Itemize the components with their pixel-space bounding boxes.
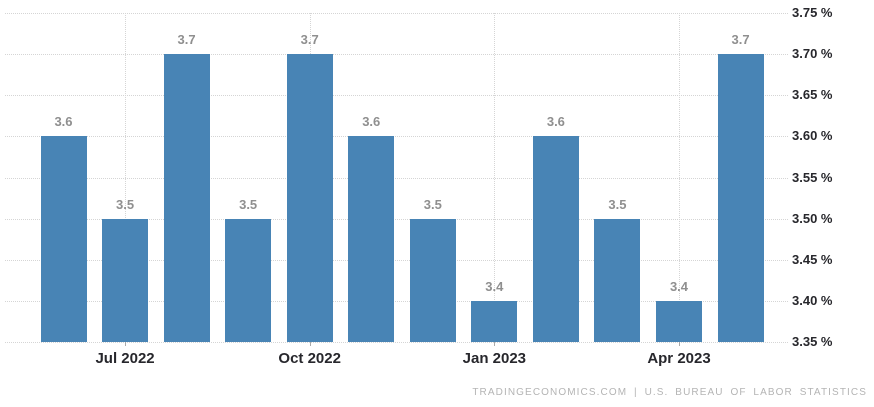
bar[interactable] <box>163 54 210 342</box>
gridline-horizontal <box>5 95 788 97</box>
bar-value-label: 3.5 <box>608 196 627 212</box>
gridline-horizontal <box>5 259 788 261</box>
gridline-horizontal <box>5 342 788 343</box>
bar-value-label: 3.7 <box>731 32 750 48</box>
y-axis-tick-label: 3.65 % <box>792 87 833 103</box>
bar[interactable] <box>717 54 764 342</box>
gridline-vertical <box>494 13 496 342</box>
bar-value-label: 3.7 <box>177 32 196 48</box>
bar-value-label: 3.6 <box>362 114 381 130</box>
attribution-text: TRADINGECONOMICS.COM | U.S. BUREAU OF LA… <box>472 387 867 398</box>
x-axis-tick-label: Jan 2023 <box>462 350 527 367</box>
gridline-horizontal <box>5 177 788 179</box>
gridline-horizontal <box>5 136 788 138</box>
bar[interactable] <box>471 300 518 342</box>
x-axis-tick-label: Jul 2022 <box>95 350 155 367</box>
y-axis-tick-label: 3.50 % <box>792 210 833 226</box>
gridline-horizontal <box>5 218 788 220</box>
x-axis-tick-mark <box>125 342 127 346</box>
bar-value-label: 3.6 <box>546 114 565 130</box>
bar-value-label: 3.5 <box>423 196 442 212</box>
y-axis-tick-label: 3.70 % <box>792 46 833 62</box>
gridline-horizontal <box>5 13 788 14</box>
bar[interactable] <box>225 218 272 342</box>
bar-value-label: 3.4 <box>669 278 689 294</box>
bar-value-label: 3.4 <box>485 278 504 294</box>
y-axis-tick-label: 3.45 % <box>792 251 833 267</box>
gridline-horizontal <box>5 54 788 56</box>
bar-value-label: 3.5 <box>116 196 135 212</box>
bar[interactable] <box>656 300 702 342</box>
bar[interactable] <box>594 218 641 342</box>
y-axis-tick-label: 3.40 % <box>792 292 833 308</box>
bar[interactable] <box>409 218 456 342</box>
x-axis-tick-label: Apr 2023 <box>647 350 711 367</box>
x-axis-tick-mark <box>494 342 496 346</box>
bar-value-label: 3.5 <box>239 196 258 212</box>
gridline-vertical <box>125 13 127 342</box>
x-axis-tick-label: Oct 2022 <box>278 350 341 367</box>
y-axis-tick-label: 3.55 % <box>792 169 833 185</box>
gridline-vertical <box>679 13 680 342</box>
y-axis-tick-label: 3.60 % <box>792 128 833 144</box>
bar[interactable] <box>286 54 333 342</box>
bar[interactable] <box>102 218 149 342</box>
y-axis-tick-label: 3.35 % <box>792 334 833 349</box>
x-axis-tick-mark <box>309 342 311 346</box>
bar-value-label: 3.6 <box>54 114 73 130</box>
gridline-horizontal <box>5 300 788 302</box>
bar-value-label: 3.7 <box>300 32 319 48</box>
y-axis-tick-label: 3.75 % <box>792 5 833 20</box>
x-axis-tick-mark <box>679 342 680 346</box>
bar[interactable] <box>40 136 87 342</box>
bar[interactable] <box>532 136 579 342</box>
bar[interactable] <box>348 136 395 342</box>
attribution-watermark: TRADINGECONOMICS.COM | U.S. BUREAU OF LA… <box>472 387 867 398</box>
